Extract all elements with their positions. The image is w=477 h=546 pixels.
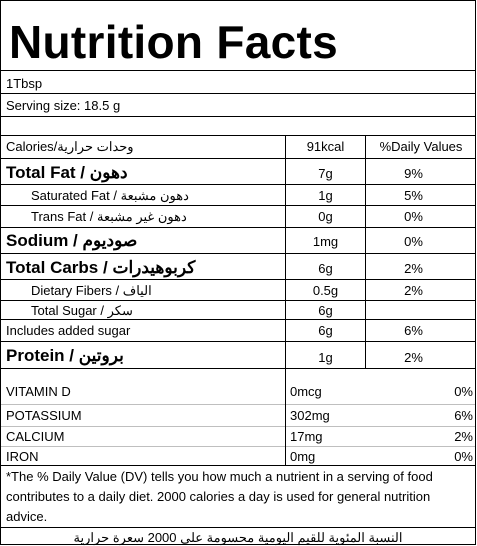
serving-unit: 1Tbsp xyxy=(6,76,43,91)
dietary-fibers-amount: 0.5g xyxy=(312,283,339,298)
divider xyxy=(1,527,475,528)
divider xyxy=(1,404,475,405)
divider xyxy=(1,70,475,71)
daily-value-footnote-ar: النسبة المئوية للقيم اليومية محسومة على … xyxy=(73,530,403,545)
calories-label-en: Calories/ xyxy=(6,139,58,154)
calories-value: 91kcal xyxy=(306,139,345,154)
total-fat-dv: 9% xyxy=(404,166,423,181)
total-carbs-amount: 6g xyxy=(318,261,333,276)
dietary-fibers-dv: 2% xyxy=(404,283,423,298)
mineral-amount: 17mg xyxy=(290,429,323,444)
page-title: Nutrition Facts xyxy=(9,16,339,68)
mineral-dv: 0% xyxy=(454,449,473,464)
calories-label-ar: وحدات حرارية xyxy=(57,139,134,154)
added-sugar-amount: 6g xyxy=(318,323,333,338)
mineral-dv: 6% xyxy=(454,408,473,423)
divider xyxy=(1,93,475,94)
mineral-dv: 0% xyxy=(454,384,473,399)
saturated-fat-label: Saturated Fat / دهون مشبعة xyxy=(31,188,189,203)
saturated-fat-amount: 1g xyxy=(318,188,333,203)
divider xyxy=(1,116,475,117)
divider xyxy=(1,465,475,466)
column-divider xyxy=(285,135,286,368)
divider xyxy=(1,184,475,185)
mineral-amount: 302mg xyxy=(290,408,330,423)
mineral-name: CALCIUM xyxy=(6,429,65,444)
protein-dv: 2% xyxy=(404,350,423,365)
divider xyxy=(1,158,475,159)
divider xyxy=(1,300,475,301)
mineral-name: VITAMIN D xyxy=(6,384,71,399)
mineral-amount: 0mcg xyxy=(290,384,322,399)
added-sugar-dv: 6% xyxy=(404,323,423,338)
sodium-label: Sodium / صوديوم xyxy=(6,231,138,250)
sodium-amount: 1mg xyxy=(312,234,339,249)
column-divider xyxy=(285,368,286,465)
dietary-fibers-label: Dietary Fibers / الياف xyxy=(31,283,152,298)
sodium-dv: 0% xyxy=(404,234,423,249)
calories-label: Calories/وحدات حرارية xyxy=(6,140,134,153)
daily-value-footnote: *The % Daily Value (DV) tells you how mu… xyxy=(6,469,433,524)
divider xyxy=(1,341,475,342)
divider xyxy=(1,426,475,427)
divider xyxy=(1,279,475,280)
total-carbs-dv: 2% xyxy=(404,261,423,276)
mineral-name: IRON xyxy=(6,449,39,464)
protein-amount: 1g xyxy=(318,350,333,365)
trans-fat-dv: 0% xyxy=(404,209,423,224)
divider xyxy=(1,319,475,320)
divider xyxy=(1,368,475,369)
total-fat-amount: 7g xyxy=(318,166,333,181)
total-fat-label: Total Fat / دهون xyxy=(6,163,128,182)
column-divider xyxy=(365,135,366,368)
divider xyxy=(1,205,475,206)
divider xyxy=(1,446,475,447)
added-sugar-label: Includes added sugar xyxy=(6,323,131,338)
divider xyxy=(1,227,475,228)
serving-size: Serving size: 18.5 g xyxy=(6,98,121,113)
divider xyxy=(1,253,475,254)
mineral-dv: 2% xyxy=(454,429,473,444)
trans-fat-amount: 0g xyxy=(318,209,333,224)
mineral-name: POTASSIUM xyxy=(6,408,82,423)
divider xyxy=(1,135,475,136)
trans-fat-label: Trans Fat / دهون غير مشبعة xyxy=(31,209,187,224)
protein-label: Protein / بروتين xyxy=(6,346,124,365)
total-sugar-amount: 6g xyxy=(318,303,333,318)
mineral-amount: 0mg xyxy=(290,449,316,464)
saturated-fat-dv: 5% xyxy=(404,188,423,203)
total-sugar-label: Total Sugar / سكر xyxy=(31,303,133,318)
total-carbs-label: Total Carbs / كربوهيدرات xyxy=(6,258,196,277)
daily-values-header: %Daily Values xyxy=(379,139,463,154)
